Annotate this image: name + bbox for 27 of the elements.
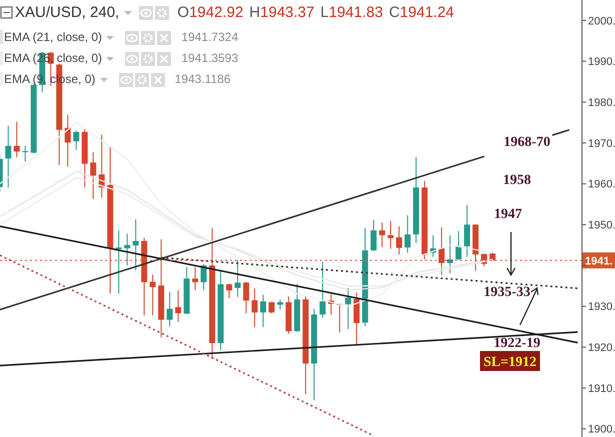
y-tick-label: 1970. [588,138,615,150]
annotation: 1922-19 [494,336,540,351]
y-tick-label: 1950. [588,220,615,232]
legend-label: EMA (21, close, 0) [0,30,102,44]
y-tick-label: 1900. [588,424,615,436]
y-tick-label: 1920. [588,342,615,354]
annotation: 1935-33 [484,285,530,300]
annotation: C1941.24 [388,4,454,21]
y-tick-label: 1980. [588,97,615,110]
y-tick-label: 1990. [588,56,615,68]
annotation: 1941.7324 [181,30,238,44]
annotation: 1943.1186 [174,72,231,86]
annotation: SL=1912 [483,355,537,370]
y-tick-label: 1930. [588,301,615,314]
annotation: O1942.92 [177,4,244,21]
chart-title: XAU/USD, 240, [15,4,120,21]
legend-label: EMA (26, close, 0) [0,51,102,65]
y-tick-label: 1960. [588,178,615,191]
y-tick-label: 2000. [588,15,615,28]
annotation: 1968-70 [504,135,550,150]
annotation: 1941.3593 [181,51,238,65]
ref-line-label: 1941. [585,255,613,268]
annotation: 1958 [503,173,531,188]
annotation: L1941.83 [320,4,383,21]
y-tick-label: 1910. [588,382,615,395]
annotation: H1943.37 [249,4,314,21]
annotation: 1947 [494,207,522,222]
